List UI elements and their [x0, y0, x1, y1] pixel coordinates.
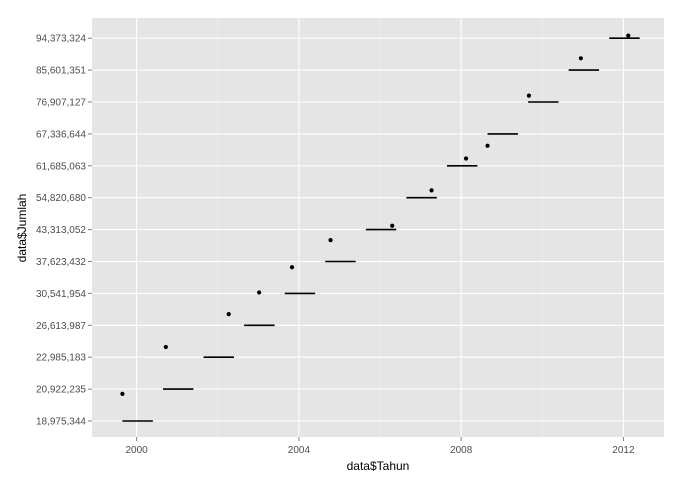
y-tick-label: 20,922,235 [36, 385, 86, 396]
y-tick-label: 61,685,063 [36, 161, 86, 172]
y-tick-label: 30,541,954 [36, 289, 86, 300]
data-point [289, 265, 295, 270]
x-tick-label: 2004 [288, 445, 311, 456]
data-point [390, 223, 395, 228]
points [120, 33, 631, 396]
y-tick-label: 37,623,432 [36, 257, 86, 268]
data-point [626, 33, 631, 38]
x-tick-label: 2000 [125, 445, 148, 456]
data-point [526, 93, 532, 98]
data-point [226, 312, 231, 317]
y-axis-title: data$Jumlah [15, 194, 29, 263]
data-point [163, 344, 168, 350]
grid-minor [217, 18, 543, 437]
y-tick-label: 26,613,987 [36, 321, 86, 332]
y-tick-label: 18,975,344 [36, 417, 86, 428]
y-tick-label: 67,336,644 [36, 129, 86, 140]
y-tick-label: 43,313,052 [36, 225, 86, 236]
x-axis: 2000 2004 2008 2012 [125, 437, 635, 456]
data-point [485, 143, 490, 148]
y-axis: 18,975,344 20,922,235 22,985,183 26,613,987… [36, 34, 92, 428]
data-point [463, 156, 469, 161]
data-point [257, 290, 262, 295]
data-point [429, 188, 434, 193]
y-tick-label: 76,907,127 [36, 98, 86, 109]
data-point [120, 391, 125, 396]
y-tick-label: 54,820,680 [36, 193, 86, 204]
x-tick-label: 2012 [612, 445, 635, 456]
data-point [328, 238, 333, 243]
x-axis-title: data$Tahun [347, 459, 410, 473]
data-point [578, 56, 583, 61]
panel-background [92, 18, 664, 437]
y-tick-label: 94,373,324 [36, 34, 86, 45]
y-tick-label: 85,601,351 [36, 66, 86, 77]
y-tick-label: 22,985,183 [36, 353, 86, 364]
x-tick-label: 2008 [450, 445, 473, 456]
segments [122, 37, 640, 422]
